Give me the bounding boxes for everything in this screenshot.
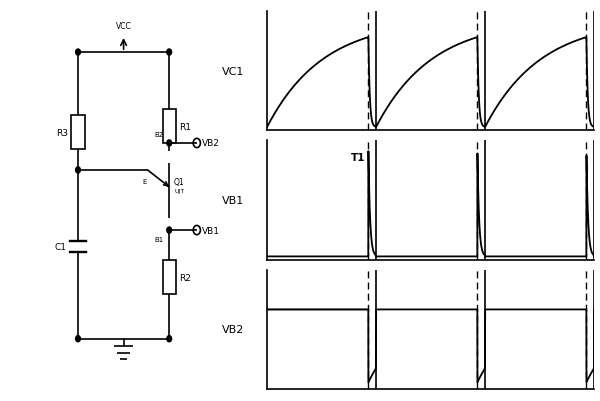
Text: VB1: VB1 (202, 226, 220, 235)
Text: VCC: VCC (116, 22, 131, 31)
Circle shape (167, 227, 172, 233)
Text: B2: B2 (154, 132, 163, 138)
Text: VB1: VB1 (222, 196, 244, 205)
Circle shape (167, 140, 172, 147)
Text: Q1: Q1 (174, 178, 185, 186)
Text: B1: B1 (154, 237, 163, 243)
Bar (71, 116, 85, 150)
Text: VC1: VC1 (222, 67, 244, 77)
Circle shape (76, 168, 80, 174)
Text: R2: R2 (179, 273, 191, 282)
Text: R3: R3 (56, 128, 68, 138)
Circle shape (76, 50, 80, 56)
Text: T1: T1 (350, 152, 365, 162)
Text: UJT: UJT (174, 189, 184, 194)
Text: R1: R1 (179, 122, 191, 131)
Text: C1: C1 (55, 242, 67, 251)
Bar (163, 110, 176, 144)
Text: E: E (142, 178, 146, 184)
Circle shape (167, 50, 172, 56)
Circle shape (167, 336, 172, 342)
Text: VB2: VB2 (222, 324, 244, 334)
Text: VB2: VB2 (202, 139, 220, 148)
Bar (163, 261, 176, 294)
Circle shape (76, 336, 80, 342)
